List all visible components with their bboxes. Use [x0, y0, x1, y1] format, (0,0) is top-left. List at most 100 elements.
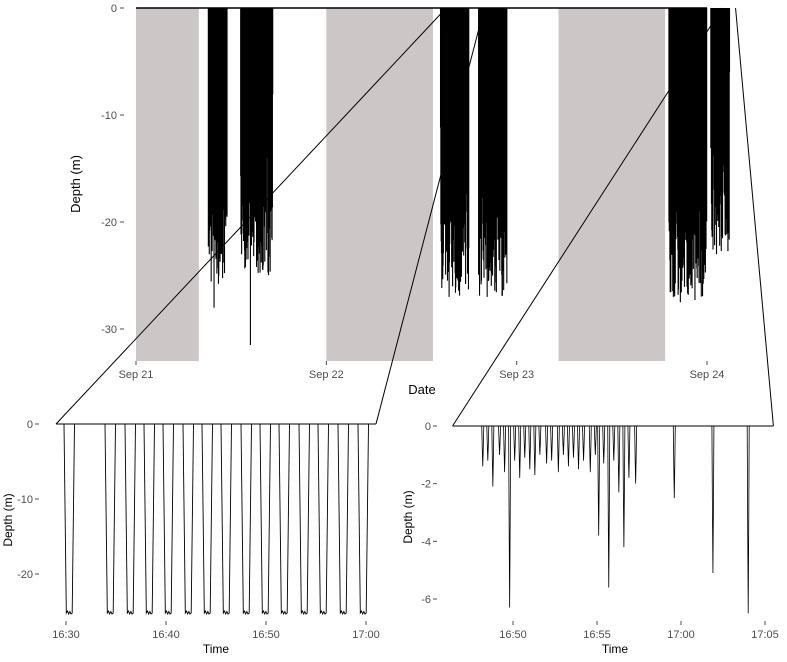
right-inset-x-axis: 16:50 16:55 17:00 17:05 — [499, 621, 779, 641]
right-inset-dive-4 — [498, 425, 501, 455]
right-inset-dive-17 — [567, 425, 570, 467]
main-x-tick-label: Sep 21 — [119, 369, 154, 381]
night-shading-band-2 — [326, 8, 433, 361]
main-x-axis: Sep 21 Sep 22 Sep 23 Sep 24 — [119, 361, 725, 381]
main-x-tick-label: Sep 22 — [309, 369, 344, 381]
right-inset-dive-28 — [622, 425, 626, 548]
right-inset-dive-15 — [556, 425, 560, 473]
right-inset-dive-29 — [627, 425, 631, 478]
left-inset-dive-4 — [143, 423, 155, 616]
right-inset-dive-30 — [634, 425, 638, 484]
left-inset-dive-9 — [240, 423, 252, 616]
dive-bout-5 — [668, 8, 708, 303]
main-x-tick-label: Sep 23 — [499, 369, 534, 381]
dive-bout-6 — [710, 8, 731, 255]
main-depth-series — [207, 8, 731, 346]
left-inset-dive-14 — [337, 423, 349, 616]
left-inset-dive-3 — [124, 423, 136, 616]
left-inset-y-tick-label: -20 — [17, 569, 33, 581]
dive-bout-trace — [710, 8, 731, 255]
right-inset-dive-19 — [577, 425, 580, 470]
night-shading-band-1 — [136, 8, 199, 361]
dive-bout-2 — [240, 8, 274, 346]
right-inset-panel: 0 -2 -4 -6 16:50 16:55 17:00 17:05 Depth (m) T… — [401, 421, 779, 656]
right-inset-dive-31 — [672, 425, 676, 499]
right-inset-dive-23 — [597, 425, 601, 536]
zoom-connector-3 — [452, 7, 723, 427]
right-inset-dive-12 — [538, 425, 542, 455]
right-inset-dive-25 — [607, 425, 611, 588]
left-inset-dive-7 — [201, 423, 213, 616]
dive-bout-1 — [207, 8, 228, 308]
right-inset-dive-27 — [617, 425, 621, 493]
right-inset-y-tick-label: -4 — [421, 536, 431, 548]
right-inset-dive-16 — [561, 425, 565, 455]
left-inset-dive-15 — [357, 423, 369, 616]
left-inset-x-axis-label: Time — [203, 642, 230, 656]
right-inset-x-axis-label: Time — [602, 642, 629, 656]
right-inset-dive-24 — [602, 425, 606, 464]
right-inset-dive-21 — [588, 425, 592, 473]
right-inset-dive-22 — [593, 425, 597, 455]
main-y-tick-label: -20 — [101, 217, 117, 229]
right-inset-dive-33 — [746, 425, 750, 614]
right-inset-x-tick-label: 16:50 — [499, 629, 527, 641]
left-inset-dive-12 — [298, 423, 310, 616]
dive-bout-3 — [439, 8, 470, 297]
left-inset-depth-series — [56, 423, 376, 616]
dive-bout-trace — [439, 8, 470, 297]
left-inset-y-axis: 0 -10 -20 — [17, 419, 39, 581]
right-inset-x-tick-label: 17:00 — [667, 629, 695, 641]
right-inset-y-tick-label: -6 — [421, 594, 431, 606]
dive-bout-trace — [240, 8, 274, 346]
right-inset-dive-14 — [550, 425, 554, 461]
left-inset-y-axis-label: Depth (m) — [1, 493, 15, 546]
main-y-tick-label: -30 — [101, 324, 117, 336]
zoom-connector-4 — [735, 7, 774, 427]
zoom-connector-lines — [55, 7, 774, 427]
left-inset-y-tick-label: 0 — [27, 419, 33, 431]
right-inset-dive-3 — [491, 425, 495, 487]
right-inset-dive-2 — [486, 425, 490, 461]
zoom-connector-2 — [375, 7, 485, 425]
right-inset-dive-1 — [481, 425, 485, 467]
left-inset-dive-1 — [63, 423, 75, 616]
left-inset-dive-10 — [259, 423, 271, 616]
main-y-axis-label: Depth (m) — [68, 155, 83, 213]
right-inset-dive-10 — [528, 425, 532, 470]
main-x-axis-label: Date — [408, 382, 435, 397]
left-inset-x-tick-label: 17:00 — [352, 629, 380, 641]
left-inset-x-tick-label: 16:50 — [252, 629, 280, 641]
right-inset-dive-18 — [572, 425, 575, 458]
left-inset-dive-13 — [317, 423, 329, 616]
left-inset-dive-11 — [278, 423, 290, 616]
dive-bout-4 — [478, 8, 508, 297]
right-inset-dive-13 — [545, 425, 549, 464]
left-inset-x-axis: 16:30 16:40 16:50 17:00 — [52, 621, 380, 641]
right-inset-dive-8 — [518, 425, 522, 478]
right-inset-dive-26 — [612, 425, 616, 461]
right-inset-y-axis: 0 -2 -4 -6 — [421, 421, 437, 606]
left-inset-dive-6 — [182, 423, 194, 616]
right-inset-y-axis-label: Depth (m) — [401, 490, 415, 543]
left-inset-panel: 0 -10 -20 16:30 16:40 16:50 17:00 Depth (m) T… — [1, 419, 380, 656]
left-inset-dive-8 — [220, 423, 232, 616]
main-x-tick-label: Sep 24 — [690, 369, 725, 381]
right-inset-dive-5 — [503, 425, 507, 473]
right-inset-dive-6 — [508, 425, 512, 608]
main-y-tick-label: -10 — [101, 110, 117, 122]
right-inset-depth-series — [452, 425, 774, 614]
zoom-connector-1 — [55, 7, 447, 425]
left-inset-x-tick-label: 16:40 — [152, 629, 180, 641]
right-inset-y-tick-label: 0 — [425, 421, 431, 433]
right-inset-x-tick-label: 17:05 — [751, 629, 779, 641]
left-inset-dive-2 — [104, 423, 116, 616]
right-inset-x-tick-label: 16:55 — [583, 629, 611, 641]
right-inset-dive-7 — [513, 425, 517, 461]
right-inset-dive-32 — [711, 425, 715, 574]
night-shading-band-3 — [558, 8, 666, 361]
dive-bout-trace — [668, 8, 708, 303]
main-y-tick-label: 0 — [111, 3, 117, 15]
main-panel: 0 -10 -20 -30 Sep 21 Sep 22 Sep 23 Sep 24 Dept… — [68, 3, 731, 397]
